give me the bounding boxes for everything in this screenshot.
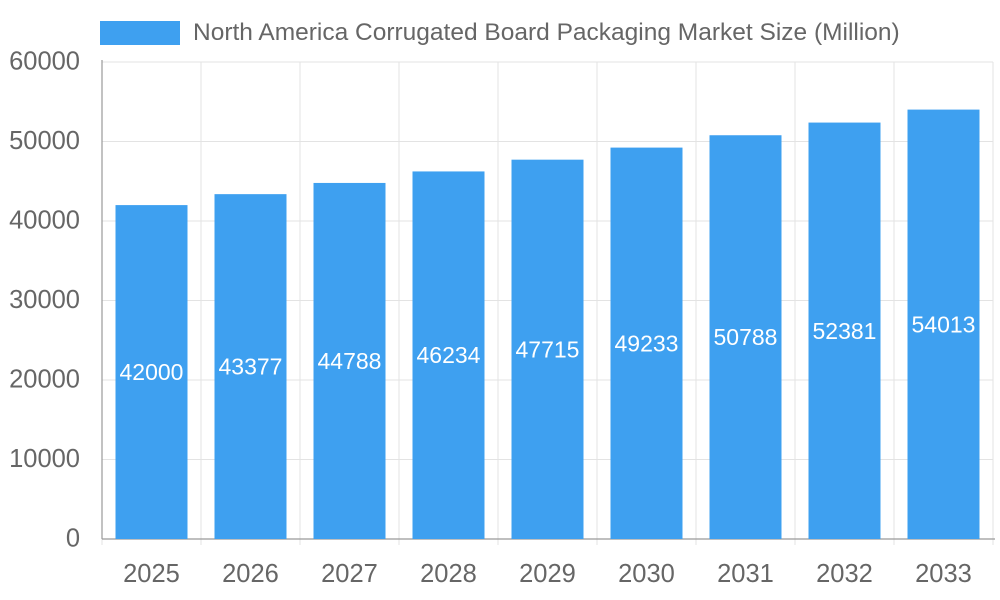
svg-text:2033: 2033 (915, 560, 972, 588)
svg-text:2031: 2031 (717, 560, 774, 588)
svg-text:20000: 20000 (9, 366, 80, 394)
svg-text:42000: 42000 (120, 359, 184, 385)
svg-text:44788: 44788 (318, 348, 382, 374)
svg-text:30000: 30000 (9, 286, 80, 314)
svg-text:2027: 2027 (321, 560, 378, 588)
svg-text:2032: 2032 (816, 560, 873, 588)
svg-text:50000: 50000 (9, 127, 80, 155)
svg-text:43377: 43377 (219, 354, 283, 380)
svg-text:50788: 50788 (714, 324, 778, 350)
svg-text:46234: 46234 (417, 342, 481, 368)
svg-text:2028: 2028 (420, 560, 477, 588)
svg-text:2026: 2026 (222, 560, 279, 588)
svg-text:54013: 54013 (912, 311, 976, 337)
svg-text:60000: 60000 (9, 48, 80, 76)
svg-text:2030: 2030 (618, 560, 675, 588)
svg-text:10000: 10000 (9, 445, 80, 473)
svg-text:2025: 2025 (123, 560, 180, 588)
svg-text:40000: 40000 (9, 207, 80, 235)
svg-text:2029: 2029 (519, 560, 576, 588)
svg-text:52381: 52381 (813, 318, 877, 344)
svg-text:0: 0 (66, 525, 80, 553)
svg-text:47715: 47715 (516, 336, 580, 362)
svg-text:49233: 49233 (615, 330, 679, 356)
